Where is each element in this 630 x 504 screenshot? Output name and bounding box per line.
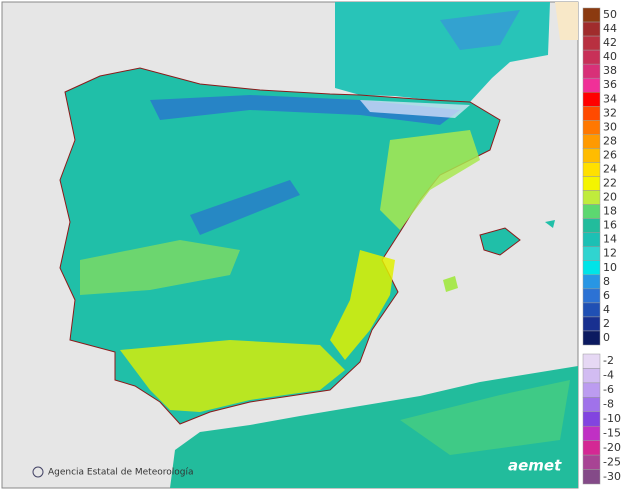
legend-label: 12 — [603, 247, 617, 260]
warm-south — [120, 340, 345, 412]
warm-valencia — [330, 250, 395, 360]
legend-swatch — [582, 134, 601, 149]
legend-label: -10 — [603, 412, 621, 425]
legend-swatch — [582, 368, 601, 384]
legend-label: 16 — [603, 219, 617, 232]
legend-label: -2 — [603, 354, 614, 367]
legend-label: 42 — [603, 36, 617, 49]
mallorca — [479, 227, 521, 256]
legend-label: 18 — [603, 205, 617, 218]
legend-label: 4 — [603, 303, 610, 316]
north-africa — [170, 366, 578, 488]
legend-label: 6 — [603, 289, 610, 302]
legend-swatch — [582, 77, 601, 93]
legend-label: 38 — [603, 64, 617, 77]
legend-swatch — [582, 92, 601, 107]
menorca — [545, 220, 555, 228]
legend-swatch — [582, 302, 601, 318]
legend-swatch — [582, 120, 601, 135]
africa-warm — [400, 380, 570, 455]
legend-swatch — [582, 232, 601, 247]
legend-swatch — [582, 7, 601, 23]
legend-label: 30 — [603, 120, 617, 133]
legend-swatch — [582, 176, 601, 191]
legend-label: 24 — [603, 162, 617, 175]
legend-label: -8 — [603, 398, 614, 411]
legend-label: 22 — [603, 177, 617, 190]
ibiza — [443, 276, 458, 292]
credit: Agencia Estatal de Meteorología — [48, 468, 194, 478]
legend-swatch — [582, 35, 601, 51]
legend-swatch — [582, 21, 601, 37]
legend-label: 44 — [603, 22, 617, 35]
legend-label: 2 — [603, 317, 610, 330]
copyright-icon — [32, 466, 44, 478]
legend-swatch — [582, 148, 601, 163]
legend-swatch — [582, 218, 601, 233]
legend-swatch — [582, 411, 601, 427]
legend-swatch — [582, 204, 601, 219]
legend-swatch — [582, 246, 601, 261]
legend-label: -6 — [603, 383, 614, 396]
legend-swatch — [582, 162, 601, 177]
legend-swatch — [582, 425, 601, 441]
legend-label: -20 — [603, 441, 621, 454]
legend-swatch — [582, 288, 601, 304]
legend-label: 32 — [603, 106, 617, 119]
legend-swatch — [582, 260, 601, 276]
legend-swatch — [582, 63, 601, 79]
legend-label: 28 — [603, 134, 617, 147]
legend-label: -4 — [603, 369, 614, 382]
legend-label: 0 — [603, 331, 610, 344]
cold-center — [190, 180, 300, 235]
legend-label: 14 — [603, 233, 617, 246]
legend-swatch — [582, 316, 601, 332]
legend-label: 34 — [603, 92, 617, 105]
legend-label: -30 — [603, 470, 621, 483]
legend-label: 8 — [603, 275, 610, 288]
legend-swatch — [582, 330, 601, 346]
legend-swatch — [582, 106, 601, 121]
legend-swatch — [582, 382, 601, 398]
legend-swatch — [582, 49, 601, 65]
logo: aemet — [508, 457, 562, 475]
legend-swatch — [582, 397, 601, 413]
pyrenees-snow — [360, 100, 470, 118]
legend-label: 20 — [603, 191, 617, 204]
alps-cold — [440, 10, 520, 50]
legend-swatch — [582, 454, 601, 470]
legend-swatch — [582, 440, 601, 456]
legend-label: 50 — [603, 8, 617, 21]
land-outside — [555, 2, 578, 40]
mild-west — [80, 240, 240, 295]
warm-east — [380, 130, 480, 230]
legend-label: -15 — [603, 426, 621, 439]
legend-label: -25 — [603, 455, 621, 468]
legend-label: 26 — [603, 148, 617, 161]
legend-swatch — [582, 469, 601, 485]
legend-swatch — [582, 353, 601, 369]
legend-swatch — [582, 190, 601, 205]
legend-label: 36 — [603, 78, 617, 91]
legend-label: 10 — [603, 261, 617, 274]
legend-label: 40 — [603, 50, 617, 63]
legend: 5044424038363432302826242220181614121086… — [582, 7, 621, 485]
legend-swatch — [582, 274, 601, 290]
